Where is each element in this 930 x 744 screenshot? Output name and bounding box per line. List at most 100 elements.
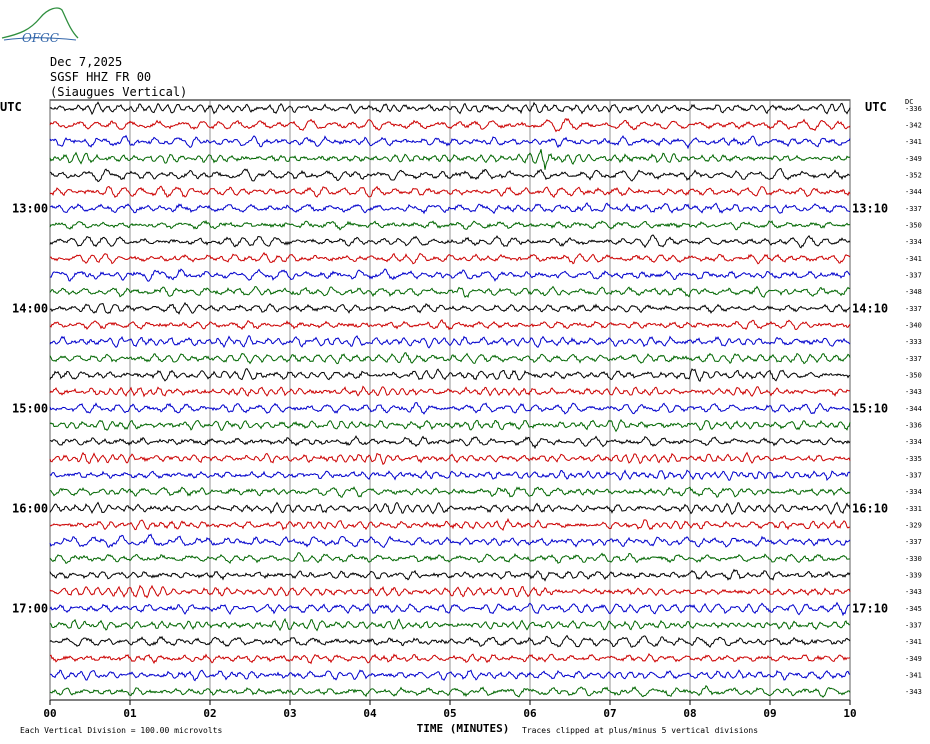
- seismic-trace: [49, 533, 851, 548]
- dc-offset-label: -343: [905, 588, 922, 596]
- dc-offset-label: -350: [905, 222, 922, 230]
- dc-header-label: DC: [905, 98, 913, 106]
- dc-offset-label: -342: [905, 122, 922, 130]
- seismic-trace: [49, 202, 851, 215]
- logo-text: OFGC: [22, 31, 59, 45]
- seismic-trace: [49, 418, 851, 433]
- right-time-label: 17:10: [852, 601, 888, 615]
- right-time-label: 13:10: [852, 201, 888, 215]
- utc-right-label: UTC: [865, 100, 887, 114]
- seismic-trace: [49, 234, 851, 249]
- seismic-trace: [49, 301, 851, 315]
- x-axis-title: TIME (MINUTES): [417, 722, 510, 735]
- dc-offset-label: -337: [905, 205, 922, 213]
- dc-offset-label: -337: [905, 472, 922, 480]
- seismic-trace: [49, 501, 851, 516]
- seismic-trace: [49, 334, 851, 349]
- dc-offset-label: -341: [905, 638, 922, 646]
- dc-offset-label: -345: [905, 605, 922, 613]
- seismic-trace: [49, 168, 851, 183]
- seismic-trace: [49, 435, 851, 450]
- x-tick-label: 00: [43, 707, 56, 720]
- dc-offset-label: -334: [905, 238, 922, 246]
- seismic-trace: [49, 149, 851, 170]
- seismic-trace: [49, 368, 851, 383]
- plot-labels: UTC UTC DC TIME (MINUTES) Each Vertical …: [0, 98, 922, 735]
- dc-offset-label: -339: [905, 572, 922, 580]
- seismic-trace: [50, 669, 851, 682]
- seismic-trace: [49, 486, 851, 498]
- seismic-trace: [49, 552, 851, 565]
- seismic-trace: [49, 352, 851, 365]
- seismic-trace: [49, 469, 851, 482]
- x-tick-label: 08: [683, 707, 696, 720]
- dc-offset-label: -349: [905, 155, 922, 163]
- dc-offset-label: -337: [905, 538, 922, 546]
- logo-mountain-icon: [1, 7, 79, 39]
- left-time-label: 17:00: [12, 601, 48, 615]
- ofgc-logo: OFGC: [1, 7, 79, 45]
- dc-offset-label: -341: [905, 672, 922, 680]
- dc-offset-label: -335: [905, 455, 922, 463]
- x-tick-label: 07: [603, 707, 616, 720]
- dc-offset-label: -331: [905, 505, 922, 513]
- dc-offset-label: -341: [905, 255, 922, 263]
- dc-offset-label: -349: [905, 655, 922, 663]
- dc-offset-label: -334: [905, 488, 922, 496]
- dc-offset-label: -352: [905, 172, 922, 180]
- right-time-label: 14:10: [852, 301, 888, 315]
- dc-offset-label: -330: [905, 555, 922, 563]
- dc-offset-label: -336: [905, 105, 922, 113]
- seismic-trace: [49, 617, 850, 632]
- seismic-trace: [49, 285, 851, 298]
- dc-offset-label: -337: [905, 355, 922, 363]
- dc-offset-label: -341: [905, 138, 922, 146]
- x-tick-label: 05: [443, 707, 456, 720]
- dc-offset-label: -336: [905, 422, 922, 430]
- seismic-trace: [49, 684, 851, 698]
- seismic-trace: [49, 101, 851, 116]
- x-tick-label: 09: [763, 707, 776, 720]
- dc-offset-label: -340: [905, 322, 922, 330]
- seismic-trace: [49, 219, 851, 231]
- x-tick-label: 02: [203, 707, 216, 720]
- seismic-trace: [49, 568, 851, 582]
- seismic-trace: [49, 268, 851, 282]
- x-tick-label: 01: [123, 707, 137, 720]
- dc-offset-label: -337: [905, 305, 922, 313]
- seismic-traces: [49, 101, 851, 698]
- left-time-label: 14:00: [12, 301, 48, 315]
- dc-offset-label: -337: [905, 272, 922, 280]
- station-code: SGSF HHZ FR 00: [50, 70, 152, 84]
- dc-offset-label: -334: [905, 438, 922, 446]
- x-tick-label: 10: [843, 707, 856, 720]
- dc-offset-label: -343: [905, 388, 922, 396]
- x-tick-label: 06: [523, 707, 537, 720]
- utc-left-label: UTC: [0, 100, 22, 114]
- seismic-trace: [49, 185, 851, 199]
- dc-offset-label: -333: [905, 338, 922, 346]
- right-time-label: 15:10: [852, 401, 888, 415]
- seismic-trace: [49, 653, 851, 665]
- seismic-trace: [49, 319, 851, 331]
- seismic-trace: [49, 402, 851, 415]
- seismic-trace: [49, 385, 851, 398]
- seismic-trace: [49, 451, 851, 465]
- seismic-trace: [49, 134, 851, 150]
- left-time-label: 13:00: [12, 201, 48, 215]
- trace-date: Dec 7,2025: [50, 55, 123, 69]
- dc-offset-label: -337: [905, 622, 922, 630]
- dc-offset-label: -344: [905, 405, 922, 413]
- x-tick-label: 04: [363, 707, 377, 720]
- seismic-trace: [49, 634, 851, 648]
- minute-grid: [49, 99, 851, 705]
- dc-offset-label: -344: [905, 188, 922, 196]
- dc-offset-label: -350: [905, 372, 922, 380]
- x-tick-label: 03: [283, 707, 296, 720]
- seismic-trace: [49, 517, 851, 531]
- clip-note: Traces clipped at plus/minus 5 vertical …: [522, 726, 758, 735]
- scale-note: Each Vertical Division = 100.00 microvol…: [20, 726, 222, 735]
- dc-offset-label: -343: [905, 688, 922, 696]
- right-time-label: 16:10: [852, 501, 888, 515]
